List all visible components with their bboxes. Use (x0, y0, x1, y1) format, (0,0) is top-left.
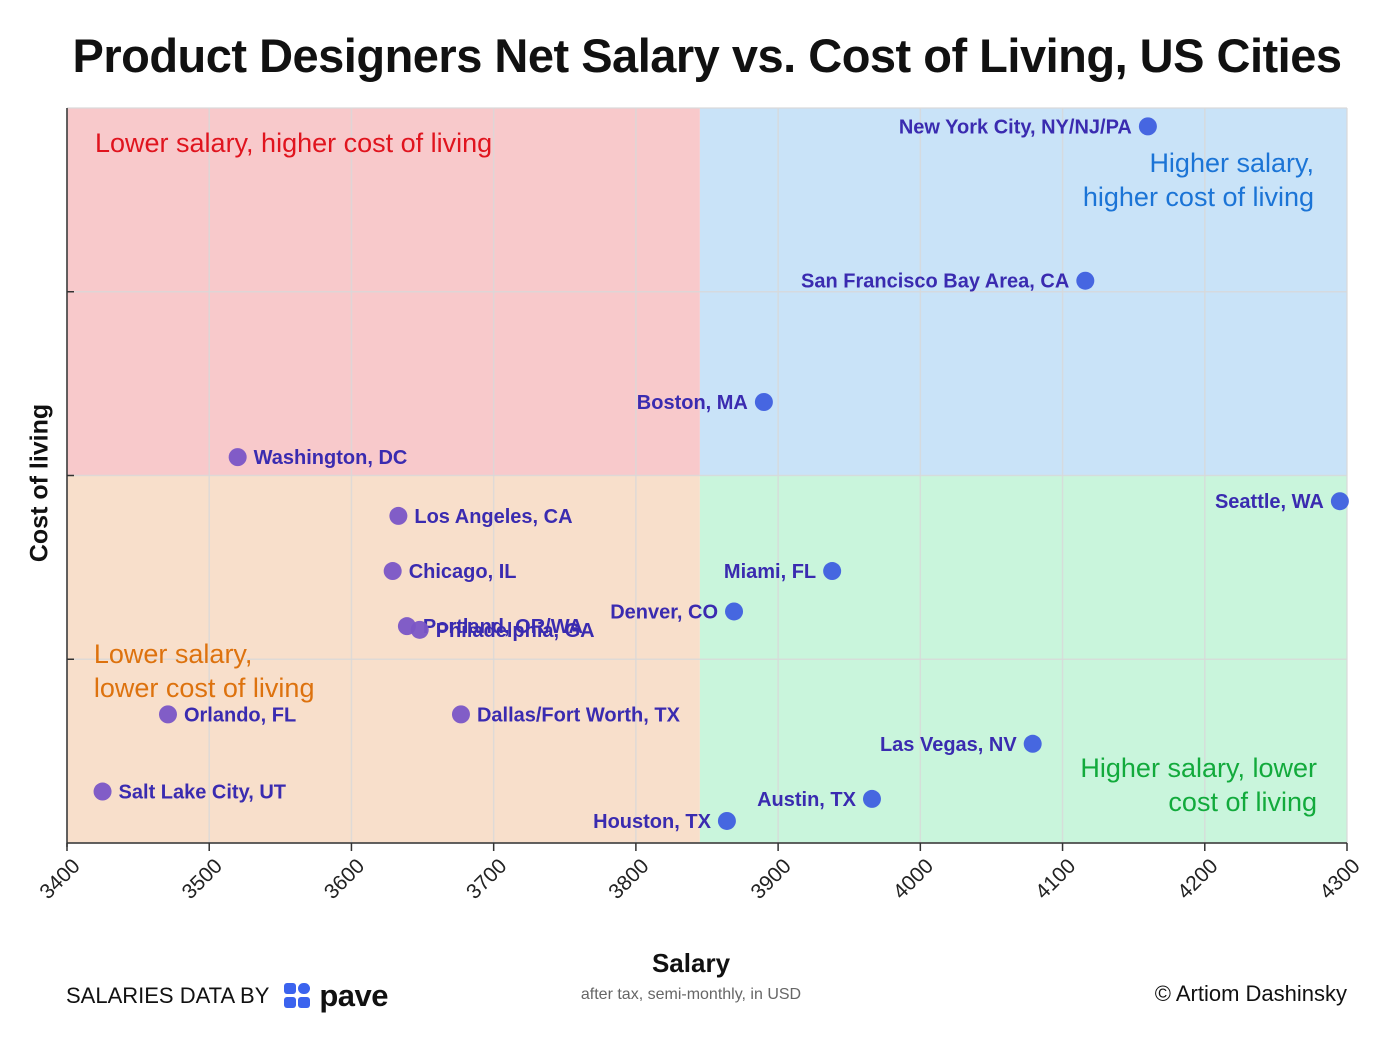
data-point (823, 562, 842, 581)
data-point-label: Portland, OR/WA (423, 616, 583, 638)
data-point (862, 789, 881, 808)
data-point (389, 506, 408, 525)
quadrant-label: lower cost of living (94, 673, 315, 703)
data-credit: SALARIES DATA BY pave (66, 978, 389, 1014)
x-tick-label: 4200 (1173, 854, 1222, 903)
x-axis-label: Salary (651, 948, 731, 978)
data-point-label: Boston, MA (637, 392, 748, 414)
pave-logo-icon (284, 983, 311, 1008)
scatter-plot: 3400 3500 3600 3700 3800 3900 4000 4100 4200 4300… (35, 107, 1365, 904)
data-point-label: Miami, FL (724, 561, 816, 583)
data-point-label: Las Vegas, NV (880, 734, 1017, 756)
credit-prefix: SALARIES DATA BY (66, 983, 270, 1008)
data-point-label: Seattle, WA (1215, 491, 1324, 513)
quadrant-label: Lower salary, higher cost of living (95, 128, 492, 158)
data-point (717, 811, 736, 830)
x-tick-label: 3800 (604, 854, 653, 903)
data-point-label: Chicago, IL (409, 561, 517, 583)
data-point (228, 448, 247, 467)
data-point-label: Austin, TX (757, 789, 857, 811)
x-tick-label: 3400 (35, 854, 84, 903)
data-point (383, 562, 402, 581)
data-point-label: Houston, TX (593, 811, 711, 833)
x-tick-label: 4300 (1315, 854, 1364, 903)
data-point-label: San Francisco Bay Area, CA (801, 271, 1069, 293)
data-point (410, 620, 429, 639)
quadrant-label: Lower salary, (94, 639, 253, 669)
data-point (1138, 117, 1157, 136)
data-point-label: Denver, CO (610, 601, 718, 623)
x-tick-label: 3600 (320, 854, 369, 903)
x-axis-sublabel: after tax, semi-monthly, in USD (580, 986, 802, 1003)
author-credit: © Artiom Dashinsky (1154, 981, 1347, 1006)
chart-title: Product Designers Net Salary vs. Cost of… (72, 29, 1342, 82)
data-point-label: Los Angeles, CA (414, 506, 572, 528)
data-point-label: New York City, NY/NJ/PA (899, 116, 1132, 138)
data-point (754, 393, 773, 411)
quadrant-label: cost of living (1168, 787, 1317, 817)
quadrant-label: higher cost of living (1083, 182, 1314, 212)
x-tick-label: 4100 (1031, 854, 1080, 903)
quadrant-label: Higher salary, lower (1080, 753, 1317, 783)
data-point (725, 602, 744, 621)
data-point-label: Philadelphia, GA (436, 620, 595, 642)
x-tick-label: 3700 (462, 854, 511, 903)
data-point (1330, 492, 1349, 511)
quadrant-label: Higher salary, (1149, 148, 1314, 178)
data-point-label: Dallas/Fort Worth, TX (477, 704, 681, 726)
data-point (1023, 734, 1042, 753)
data-point-label: Salt Lake City, UT (119, 782, 286, 804)
data-point-label: Orlando, FL (184, 704, 296, 726)
data-point (158, 705, 177, 724)
x-tick-label: 3900 (747, 854, 796, 903)
data-point (93, 782, 112, 801)
data-point (1076, 271, 1095, 290)
pave-logo: pave (283, 978, 389, 1014)
y-axis-label: Cost of living (25, 403, 54, 563)
x-tick-label: 3500 (178, 854, 227, 903)
x-tick-label: 4000 (889, 854, 938, 903)
data-point (451, 705, 470, 724)
data-point-label: Washington, DC (254, 447, 408, 469)
brand-name: pave (319, 978, 389, 1013)
